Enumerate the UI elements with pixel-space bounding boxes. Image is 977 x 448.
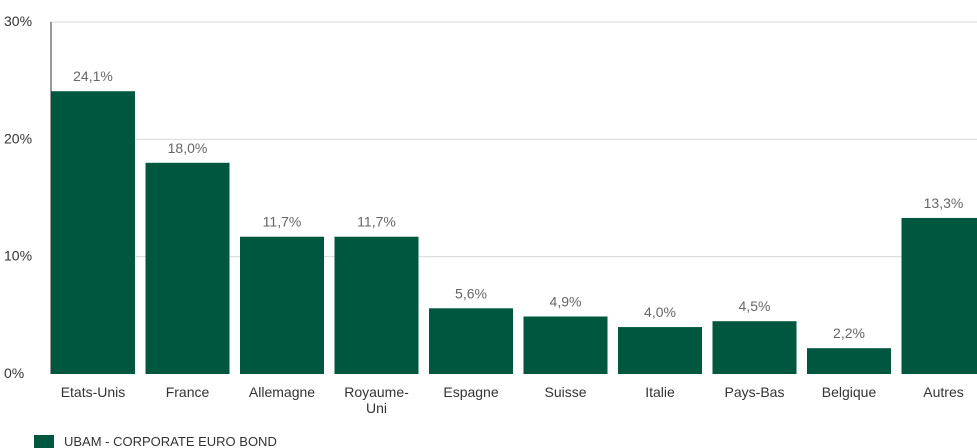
data-label: 4,0%: [644, 304, 676, 320]
bar: [523, 316, 608, 374]
data-label: 13,3%: [924, 195, 964, 211]
legend-label: UBAM - CORPORATE EURO BOND: [64, 433, 277, 448]
data-label: 2,2%: [833, 325, 865, 341]
bar: [240, 236, 324, 374]
x-tick-label: Etats-Unis: [61, 384, 126, 400]
x-tick-label: Autres: [923, 384, 963, 400]
y-tick-label: 0%: [4, 365, 24, 381]
bar: [618, 327, 702, 374]
bar: [51, 91, 135, 374]
x-tick-label: Belgique: [822, 384, 877, 400]
bars: [51, 91, 977, 374]
x-tick-label: Italie: [645, 384, 675, 400]
data-label: 24,1%: [73, 68, 113, 84]
bar: [807, 348, 891, 374]
bar: [712, 321, 797, 374]
legend-swatch: [34, 434, 54, 448]
x-tick-label: Espagne: [443, 384, 498, 400]
y-tick-label: 20%: [4, 130, 32, 146]
bar: [429, 308, 513, 374]
bar: [901, 217, 977, 374]
y-tick-label: 30%: [4, 13, 32, 29]
data-label: 18,0%: [168, 140, 208, 156]
x-tick-label: Pays-Bas: [725, 384, 785, 400]
x-tick-label: France: [166, 384, 210, 400]
bar: [145, 162, 230, 374]
axes: 0% 10% 20% 30%: [4, 13, 52, 381]
data-label: 5,6%: [455, 285, 487, 301]
y-tick-label: 10%: [4, 248, 32, 264]
x-tick-label: Royaume-Uni: [344, 384, 409, 416]
data-label: 4,5%: [739, 298, 771, 314]
bar: [334, 236, 419, 374]
labels: 24,1% Etats-Unis 18,0% France 11,7% Allemagne…: [61, 68, 964, 416]
x-tick-label: Suisse: [544, 384, 586, 400]
chart-legend: UBAM - CORPORATE EURO BOND: [34, 433, 277, 448]
data-label: 4,9%: [550, 294, 582, 310]
data-label: 11,7%: [357, 214, 396, 230]
data-label: 11,7%: [263, 214, 302, 230]
x-tick-label: Allemagne: [249, 384, 315, 400]
